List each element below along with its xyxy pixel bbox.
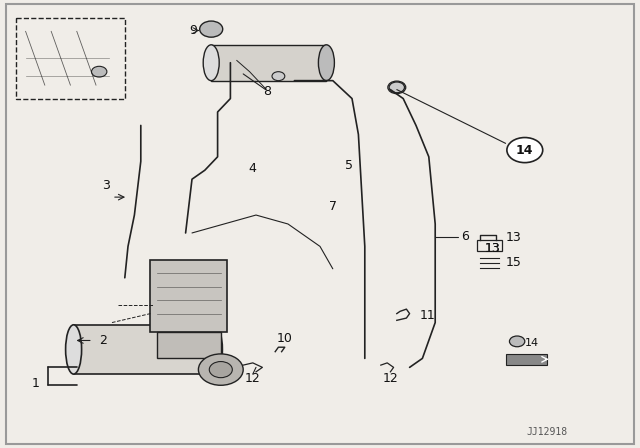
- Text: 3: 3: [102, 179, 109, 193]
- Ellipse shape: [66, 325, 82, 374]
- Circle shape: [388, 81, 406, 94]
- Text: 11: 11: [419, 309, 435, 323]
- Circle shape: [272, 72, 285, 81]
- Text: 14: 14: [525, 338, 539, 348]
- Circle shape: [92, 66, 107, 77]
- Text: 1: 1: [31, 376, 39, 390]
- Bar: [506, 354, 547, 365]
- Text: 9: 9: [189, 24, 197, 37]
- Text: 13: 13: [506, 231, 522, 244]
- Text: 6: 6: [461, 230, 468, 243]
- Text: 15: 15: [506, 255, 522, 269]
- Circle shape: [389, 82, 404, 93]
- Text: 12: 12: [245, 372, 260, 385]
- Text: 14: 14: [516, 143, 534, 157]
- Bar: [150, 260, 227, 332]
- Text: 2: 2: [99, 334, 107, 347]
- Ellipse shape: [204, 45, 220, 81]
- Text: JJ12918: JJ12918: [527, 427, 568, 437]
- Bar: [16, 18, 125, 99]
- Text: 10: 10: [277, 332, 292, 345]
- Circle shape: [198, 354, 243, 385]
- Circle shape: [209, 362, 232, 378]
- Circle shape: [200, 21, 223, 37]
- Circle shape: [507, 138, 543, 163]
- Ellipse shape: [319, 45, 334, 81]
- Ellipse shape: [206, 325, 223, 374]
- Bar: [477, 240, 502, 251]
- Text: 5: 5: [345, 159, 353, 172]
- Text: 8: 8: [264, 85, 271, 99]
- Text: 12: 12: [383, 372, 398, 385]
- Bar: [211, 45, 326, 81]
- Text: 13: 13: [485, 242, 500, 255]
- Text: 13: 13: [485, 242, 500, 255]
- Text: 7: 7: [329, 200, 337, 214]
- Bar: [157, 332, 221, 358]
- Bar: [74, 325, 214, 374]
- Circle shape: [509, 336, 525, 347]
- Text: 4: 4: [249, 161, 257, 175]
